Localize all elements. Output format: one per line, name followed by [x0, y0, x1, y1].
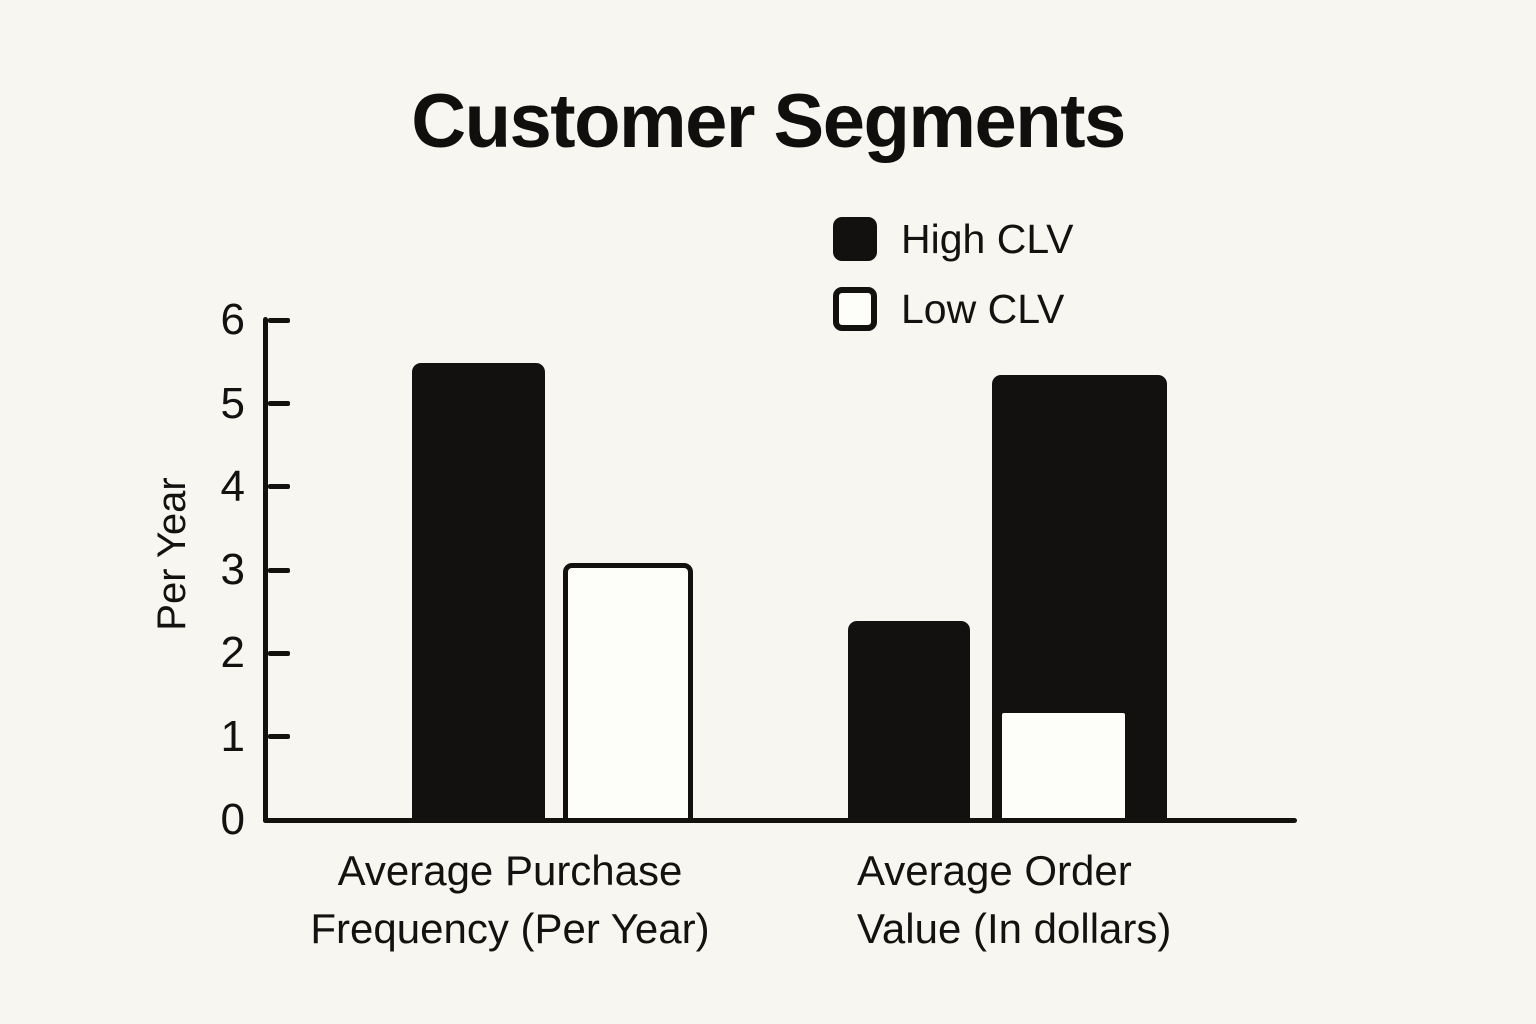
x-axis-label-order-value-line2: Value (In dollars)	[857, 905, 1172, 952]
high-clv-swatch-icon	[833, 217, 877, 261]
bar-order-value-low-clv-inset	[1002, 713, 1125, 821]
y-tick-label-4: 4	[220, 461, 245, 511]
y-tick-label-3: 3	[220, 545, 245, 595]
legend-item-low-clv: Low CLV	[833, 285, 1073, 332]
bar-frequency-low-clv	[563, 563, 693, 821]
x-axis-label-frequency-line2: Frequency (Per Year)	[310, 905, 710, 952]
y-tick-label-0: 0	[220, 795, 245, 844]
y-tick-label-6: 6	[220, 295, 245, 345]
bar-order-value-high-clv-narrow	[848, 621, 970, 821]
y-tick-3	[268, 567, 290, 573]
y-tick-label-5: 5	[220, 378, 245, 428]
legend-label-low-clv: Low CLV	[901, 285, 1065, 332]
y-tick-label-2: 2	[220, 628, 245, 678]
y-tick-2	[268, 650, 290, 656]
x-axis-label-order-value: Average Order Value (In dollars)	[857, 842, 1297, 958]
bar-frequency-high-clv	[412, 363, 545, 821]
x-axis-label-frequency-line1: Average Purchase	[337, 847, 683, 894]
y-tick-label-1: 1	[220, 711, 245, 761]
chart-title: Customer Segments	[411, 79, 1126, 164]
x-axis-label-frequency: Average Purchase Frequency (Per Year)	[250, 842, 770, 958]
x-axis-line	[263, 818, 1297, 823]
y-tick-6	[268, 317, 290, 323]
y-tick-5	[268, 401, 290, 406]
legend-label-high-clv: High CLV	[901, 215, 1074, 262]
legend-item-high-clv: High CLV	[833, 215, 1074, 262]
low-clv-swatch-icon	[833, 287, 877, 331]
y-axis-line	[263, 317, 268, 823]
y-tick-1	[268, 734, 290, 740]
legend: High CLV Low CLV	[833, 215, 1074, 357]
y-tick-4	[268, 484, 290, 490]
x-axis-label-order-value-line1: Average Order	[857, 847, 1132, 894]
